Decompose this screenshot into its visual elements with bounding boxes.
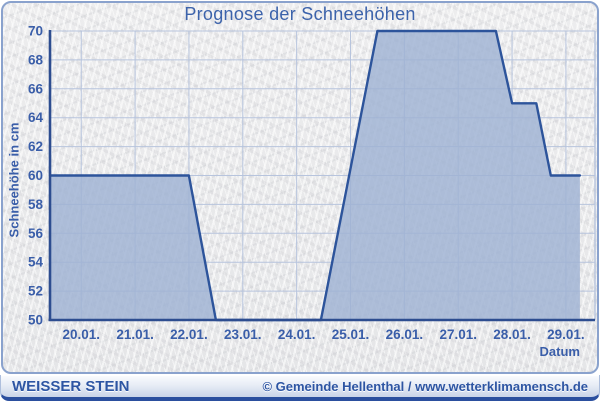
copyright-text: © Gemeinde Hellenthal / www.wetterklimam… [262, 378, 588, 394]
x-tick-label: 24.01. [278, 327, 316, 342]
y-tick-label: 58 [28, 197, 44, 212]
y-tick-label: 68 [28, 52, 44, 67]
y-tick-label: 54 [28, 255, 44, 270]
x-tick-label: 28.01. [493, 327, 531, 342]
footer-bar: WEISSER STEIN © Gemeinde Hellenthal / ww… [0, 375, 600, 401]
y-tick-label: 50 [28, 313, 43, 328]
x-tick-label: 23.01. [224, 327, 262, 342]
x-tick-label: 22.01. [170, 327, 208, 342]
y-tick-label: 64 [28, 110, 44, 125]
y-axis-title: Schneehöhe in cm [6, 122, 22, 238]
y-tick-label: 52 [28, 284, 43, 299]
y-tick-label: 62 [28, 139, 43, 154]
y-tick-label: 60 [28, 168, 43, 183]
x-tick-label: 29.01. [547, 327, 585, 342]
snow-area-fill [50, 31, 580, 320]
y-tick-label: 70 [28, 24, 43, 39]
x-tick-label: 21.01. [116, 327, 154, 342]
y-tick-label: 56 [28, 226, 44, 241]
x-tick-label: 26.01. [386, 327, 424, 342]
station-name: WEISSER STEIN [12, 377, 130, 395]
x-tick-label: 27.01. [439, 327, 477, 342]
snow-line [48, 29, 582, 322]
y-tick-label: 66 [28, 81, 44, 96]
x-tick-label: 25.01. [332, 327, 370, 342]
x-axis-title: Datum [539, 344, 580, 359]
snow-forecast-area-chart: 50 52 54 56 58 60 62 64 66 68 70 20.01. 21.01. 22.01.… [28, 24, 596, 342]
chart-title: Prognose der Schneehöhen [184, 4, 416, 24]
x-tick-label: 20.01. [62, 327, 100, 342]
